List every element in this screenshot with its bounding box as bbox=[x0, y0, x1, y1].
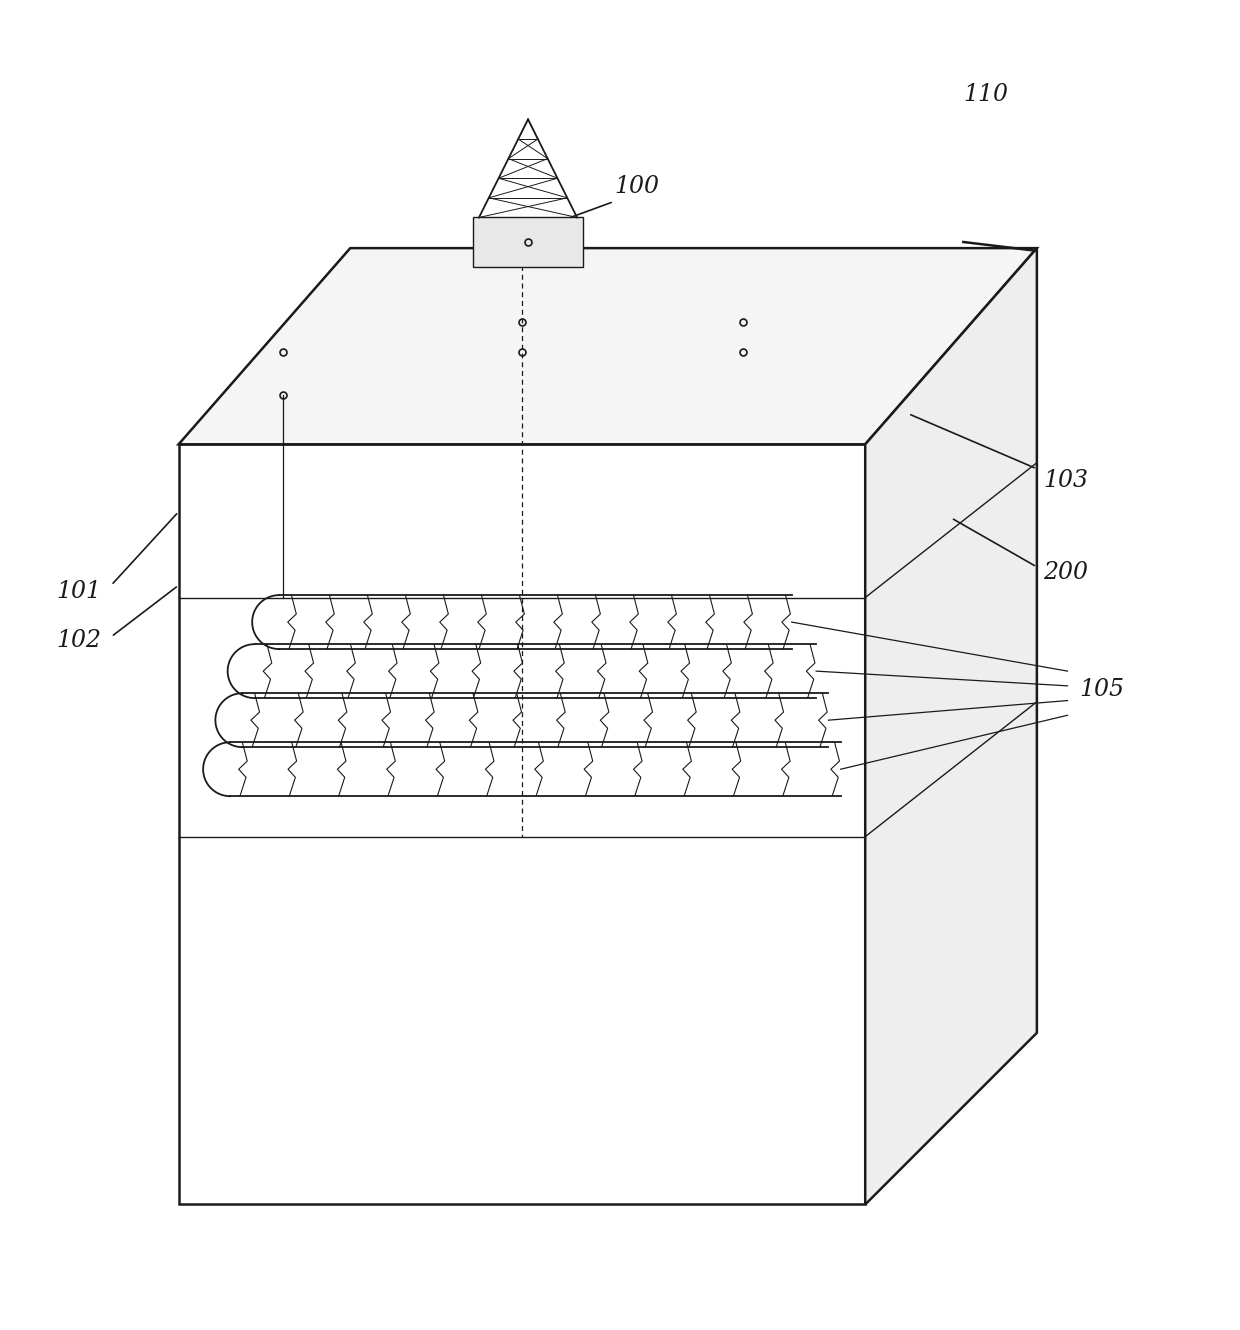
Text: 102: 102 bbox=[56, 629, 100, 652]
Polygon shape bbox=[866, 249, 1037, 1205]
Text: 103: 103 bbox=[1043, 469, 1087, 492]
Polygon shape bbox=[179, 249, 1037, 444]
Text: 200: 200 bbox=[1043, 561, 1087, 584]
Text: 105: 105 bbox=[1080, 678, 1125, 701]
Bar bbox=[472, 218, 583, 266]
Text: 101: 101 bbox=[56, 580, 100, 602]
Text: 110: 110 bbox=[963, 82, 1008, 106]
Text: 100: 100 bbox=[614, 176, 658, 198]
